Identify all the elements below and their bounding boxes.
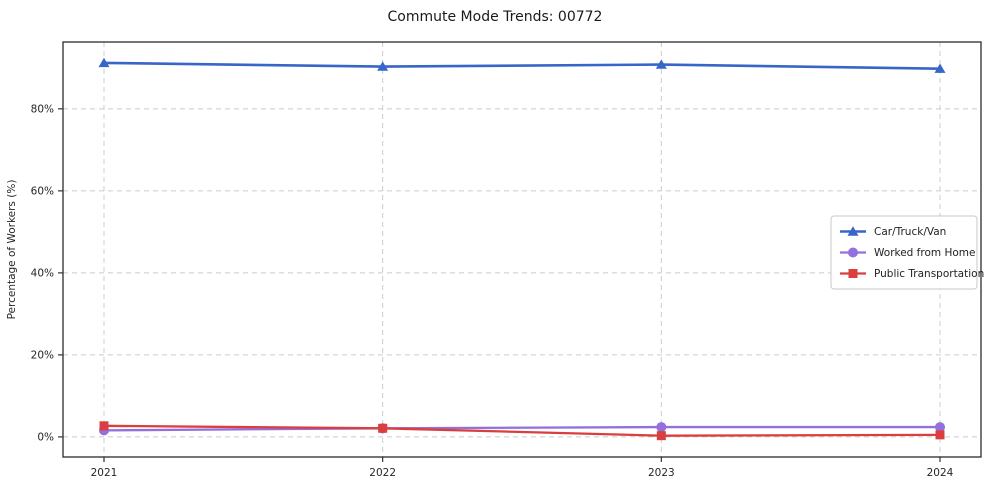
- series-line-car-truck-van: [102, 61, 942, 70]
- x-tick-label: 2021: [91, 467, 118, 479]
- x-tick-label: 2023: [648, 467, 675, 479]
- y-axis-label: Percentage of Workers (%): [6, 180, 18, 320]
- legend-item-car-truck-van: Car/Truck/Van: [840, 226, 946, 238]
- y-tick-label: 60%: [31, 185, 54, 197]
- chart-legend: Car/Truck/Van Worked from Home Public Tran…: [830, 215, 984, 290]
- legend-item-worked-from-home: Worked from Home: [840, 247, 975, 259]
- series-marker-public-transportation: [656, 431, 666, 441]
- chart-title: Commute Mode Trends: 00772: [387, 9, 603, 25]
- series-marker-car-truck-van: [98, 57, 110, 68]
- legend-swatch-marker: [848, 269, 858, 278]
- legend-item-public-transportation: Public Transportation: [840, 268, 984, 280]
- legend-label: Worked from Home: [874, 247, 975, 259]
- y-tick-label: 20%: [31, 349, 54, 361]
- series-marker-worked-from-home: [656, 422, 667, 433]
- y-tick-label: 0%: [37, 431, 54, 443]
- series-marker-car-truck-van: [934, 63, 946, 73]
- series-marker-car-truck-van: [377, 61, 389, 71]
- legend-swatch-marker: [847, 226, 859, 236]
- y-tick-label: 80%: [31, 103, 54, 115]
- series-public-transportation: [99, 421, 945, 441]
- series-car-truck-van: [98, 57, 946, 73]
- plot-border: [62, 41, 982, 458]
- legend-box: [830, 215, 978, 290]
- series-marker-public-transportation: [378, 423, 388, 433]
- series-worked-from-home: [99, 422, 945, 436]
- series-line-public-transportation: [102, 424, 942, 437]
- series-marker-public-transportation: [935, 430, 945, 440]
- series-marker-car-truck-van: [655, 59, 667, 69]
- series-marker-worked-from-home: [935, 422, 945, 433]
- x-tick-label: 2024: [927, 467, 954, 479]
- y-tick-label: 40%: [31, 267, 54, 279]
- series-marker-public-transportation: [99, 421, 109, 431]
- legend-label: Public Transportation: [874, 268, 984, 280]
- series-line-worked-from-home: [102, 425, 942, 432]
- legend-label: Car/Truck/Van: [874, 226, 946, 238]
- legend-swatch-marker: [848, 247, 858, 258]
- x-tick-label: 2022: [369, 467, 396, 479]
